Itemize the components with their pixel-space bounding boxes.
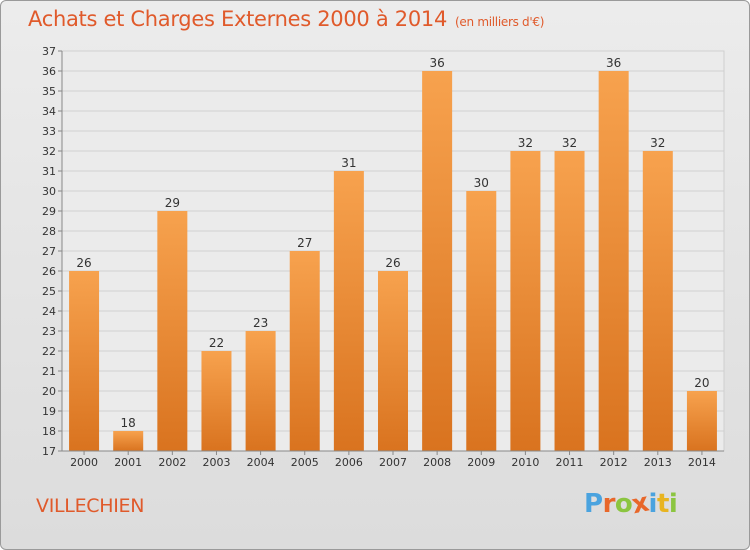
x-tick-label: 2009 <box>467 456 495 469</box>
y-tick-label: 36 <box>42 65 56 78</box>
bar-2001 <box>113 431 144 451</box>
bar-2004 <box>245 331 276 451</box>
data-label: 20 <box>694 376 709 390</box>
logo-letter: o <box>614 489 633 519</box>
data-label: 22 <box>209 336 224 350</box>
data-label: 26 <box>385 256 400 270</box>
x-tick-label: 2003 <box>202 456 230 469</box>
y-tick-label: 27 <box>42 245 56 258</box>
chart-title: Achats et Charges Externes 2000 à 2014 (e… <box>28 7 544 31</box>
bar-2011 <box>554 151 585 451</box>
chart-subtitle: (en milliers d'€) <box>455 15 545 29</box>
bar-2010 <box>510 151 541 451</box>
y-tick-label: 20 <box>42 385 56 398</box>
data-label: 23 <box>253 316 268 330</box>
bar-2007 <box>378 271 408 451</box>
bar-2008 <box>422 71 453 451</box>
x-tick-label: 2000 <box>70 456 98 469</box>
x-tick-label: 2008 <box>423 456 451 469</box>
proxiti-logo: Proxiti <box>584 488 678 521</box>
y-tick-label: 35 <box>42 85 56 98</box>
logo-letter: i <box>648 489 658 519</box>
bar-2003 <box>201 351 232 451</box>
bar-2002 <box>157 211 188 451</box>
logo-letter: r <box>602 489 616 519</box>
data-label: 36 <box>429 56 444 70</box>
y-tick-label: 24 <box>42 305 56 318</box>
x-tick-label: 2001 <box>114 456 142 469</box>
data-label: 18 <box>121 416 136 430</box>
chart-title-text: Achats et Charges Externes 2000 à 2014 <box>28 7 448 31</box>
x-tick-label: 2012 <box>600 456 628 469</box>
logo-letter: t <box>656 489 669 519</box>
data-label: 31 <box>341 156 356 170</box>
commune-name: VILLECHIEN <box>36 495 145 517</box>
data-label: 32 <box>518 136 533 150</box>
data-label: 26 <box>76 256 91 270</box>
y-tick-label: 31 <box>42 165 56 178</box>
y-tick-label: 25 <box>42 285 56 298</box>
y-tick-label: 17 <box>42 445 56 458</box>
logo-letter: i <box>668 489 678 519</box>
y-tick-label: 22 <box>42 345 56 358</box>
x-tick-label: 2006 <box>335 456 363 469</box>
bar-2000 <box>69 271 100 451</box>
bar-2012 <box>598 71 629 451</box>
y-tick-label: 23 <box>42 325 56 338</box>
y-tick-label: 34 <box>42 105 56 118</box>
y-tick-label: 33 <box>42 125 56 138</box>
x-tick-label: 2007 <box>379 456 407 469</box>
y-tick-label: 37 <box>42 45 56 58</box>
bar-2009 <box>466 191 497 451</box>
data-label: 30 <box>474 176 489 190</box>
data-label: 27 <box>297 236 312 250</box>
y-tick-label: 21 <box>42 365 56 378</box>
bar-2013 <box>642 151 673 451</box>
y-tick-label: 32 <box>42 145 56 158</box>
data-label: 32 <box>562 136 577 150</box>
data-label: 32 <box>650 136 665 150</box>
x-tick-label: 2013 <box>644 456 672 469</box>
data-label: 29 <box>165 196 180 210</box>
x-tick-label: 2014 <box>688 456 716 469</box>
y-tick-label: 18 <box>42 425 56 438</box>
x-tick-label: 2010 <box>511 456 539 469</box>
y-tick-label: 26 <box>42 265 56 278</box>
bar-2006 <box>333 171 364 451</box>
y-tick-label: 28 <box>42 225 56 238</box>
x-tick-label: 2005 <box>291 456 319 469</box>
bar-2014 <box>686 391 717 451</box>
data-label: 36 <box>606 56 621 70</box>
logo-letter: P <box>584 489 603 519</box>
y-tick-label: 19 <box>42 405 56 418</box>
y-tick-label: 29 <box>42 205 56 218</box>
x-tick-label: 2011 <box>556 456 584 469</box>
bar-2005 <box>289 251 320 451</box>
x-tick-label: 2002 <box>158 456 186 469</box>
y-tick-label: 30 <box>42 185 56 198</box>
x-tick-label: 2004 <box>247 456 275 469</box>
